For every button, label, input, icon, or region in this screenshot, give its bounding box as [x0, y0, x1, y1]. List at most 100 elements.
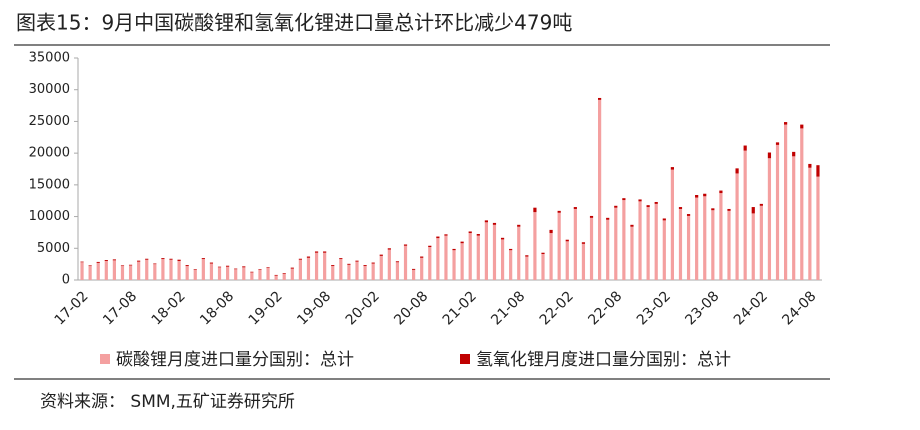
bar — [476, 235, 480, 280]
bar — [638, 199, 642, 202]
bar — [767, 152, 772, 159]
x-tick-label: 18-08 — [197, 288, 237, 328]
bar — [533, 207, 537, 213]
bar — [622, 200, 626, 280]
bar — [104, 260, 108, 261]
bar — [525, 255, 529, 257]
bar — [177, 260, 181, 280]
bar — [509, 250, 513, 280]
bar — [314, 251, 319, 253]
bar — [662, 218, 666, 221]
bar — [468, 233, 472, 280]
bar — [234, 268, 238, 270]
bar — [816, 165, 820, 177]
legend-swatch — [100, 354, 110, 364]
bar — [598, 99, 602, 280]
bar — [800, 128, 804, 280]
x-tick-label: 20-02 — [343, 288, 383, 328]
bar — [670, 167, 674, 170]
bar — [565, 241, 569, 280]
bar — [735, 173, 739, 280]
bar — [484, 220, 488, 223]
bar — [395, 261, 400, 263]
bar — [444, 234, 448, 236]
bar — [800, 124, 804, 129]
bar — [217, 267, 222, 280]
bar — [331, 266, 335, 280]
bar — [678, 208, 683, 280]
bar — [743, 150, 747, 280]
bar — [250, 271, 254, 273]
bar — [686, 214, 691, 216]
bar — [234, 269, 238, 280]
bar — [137, 260, 141, 262]
bar — [517, 226, 521, 280]
bar — [606, 219, 610, 280]
bar — [549, 229, 553, 234]
bar — [412, 269, 416, 280]
bar — [751, 213, 755, 280]
x-tick-label: 21-08 — [488, 288, 528, 328]
bar — [492, 222, 497, 225]
bar — [436, 238, 440, 280]
bar — [104, 260, 108, 280]
bar — [242, 267, 246, 280]
source: 资料来源： SMM,五矿证券研究所 — [40, 392, 295, 412]
bar — [775, 142, 780, 145]
bar — [703, 193, 707, 197]
bar — [816, 176, 820, 280]
bar — [662, 220, 666, 280]
bar — [646, 205, 650, 208]
x-tick-label: 23-08 — [682, 288, 722, 328]
bar — [711, 210, 715, 280]
bar — [137, 261, 141, 280]
bar — [792, 156, 796, 280]
bar — [185, 265, 189, 267]
bar — [727, 208, 731, 211]
bar — [500, 237, 505, 240]
bar — [298, 259, 302, 280]
y-tick-label: 0 — [62, 273, 70, 288]
x-tick-label: 22-02 — [537, 288, 577, 328]
bar — [767, 158, 772, 280]
bar — [492, 224, 497, 280]
x-tick-label: 19-08 — [294, 288, 334, 328]
bar — [727, 210, 731, 280]
bar — [88, 265, 92, 267]
bar — [533, 212, 537, 280]
bar — [193, 269, 197, 270]
bar — [476, 234, 480, 236]
x-tick-label: 24-02 — [731, 288, 771, 328]
bar — [169, 259, 173, 280]
bar — [403, 245, 408, 280]
bar — [695, 197, 699, 280]
bar — [420, 256, 424, 258]
bar — [670, 169, 674, 280]
bar — [145, 259, 149, 280]
bar — [250, 272, 254, 280]
x-tick-label: 23-02 — [634, 288, 674, 328]
bar — [209, 263, 214, 280]
bar — [379, 255, 383, 280]
bar — [80, 261, 84, 263]
y-tick-label: 10000 — [29, 209, 70, 224]
x-tick-label: 17-02 — [52, 288, 92, 328]
bar — [217, 266, 222, 268]
bar — [363, 266, 367, 280]
bar — [201, 259, 205, 280]
bar — [290, 268, 294, 280]
bar — [274, 274, 278, 276]
bar — [654, 203, 658, 280]
bar — [306, 257, 311, 280]
bar — [282, 273, 286, 280]
legend-label: 碳酸锂月度进口量分国别：总计 — [116, 350, 354, 370]
bar — [808, 163, 812, 168]
bar — [120, 265, 125, 267]
bar — [226, 266, 230, 280]
bar — [703, 196, 707, 280]
bar — [622, 198, 626, 201]
bar — [517, 224, 521, 227]
bar — [314, 252, 319, 280]
bar — [678, 207, 683, 209]
